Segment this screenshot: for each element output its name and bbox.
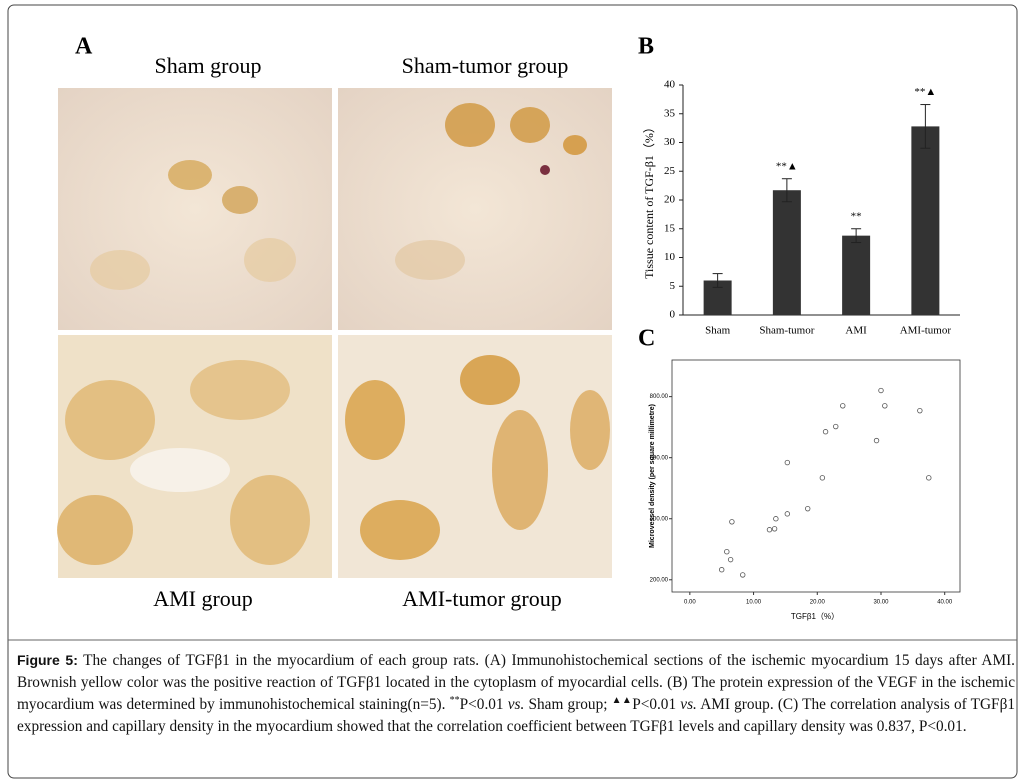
x-tick-label: 20.00 (810, 600, 826, 606)
y-tick-label: 25 (664, 165, 676, 177)
micrograph (57, 335, 332, 578)
caption-text: vs. (680, 696, 697, 713)
annotation: ** (851, 210, 862, 222)
caption-text: Sham group; (524, 696, 612, 713)
annotation: **▲ (914, 86, 936, 98)
x-tick-label: Sham-tumor (759, 325, 814, 337)
x-tick-label: Sham (705, 325, 731, 337)
x-tick-label: 30.00 (873, 600, 889, 606)
micrograph (338, 88, 612, 330)
point (784, 459, 791, 466)
point (771, 526, 778, 532)
point (766, 527, 773, 533)
point (926, 475, 932, 481)
y-tick-label: 400.00 (650, 516, 669, 522)
y-tick-label: 35 (664, 107, 676, 119)
point (878, 387, 884, 394)
image-title: Sham group (155, 53, 262, 78)
y-tick-label: 15 (664, 222, 676, 234)
image-title: AMI group (153, 586, 253, 611)
point (784, 511, 791, 517)
y-tick-label: 30 (664, 136, 676, 148)
caption-text: P<0.01 (632, 696, 681, 713)
x-axis-label: TGFβ1（%） (791, 612, 839, 621)
caption-text: ** (449, 694, 460, 706)
caption: Figure 5: The changes of TGFβ1 in the my… (17, 649, 1015, 738)
y-tick-label: 0 (670, 309, 676, 321)
y-axis-label: Tissue content of TGF-β1（%） (642, 121, 656, 279)
y-tick-label: 200.00 (650, 577, 669, 583)
micrograph (338, 335, 612, 578)
point (724, 549, 730, 555)
point (773, 516, 779, 522)
x-tick-label: 0.00 (684, 600, 696, 606)
plot-frame (671, 359, 961, 593)
point (805, 505, 811, 512)
caption-text: vs. (507, 696, 525, 713)
y-tick-label: 5 (670, 280, 676, 292)
caption-text: The changes of TGFβ1 in the myocardium o… (17, 652, 1015, 713)
point (917, 407, 923, 414)
bar (772, 190, 801, 315)
x-tick-label: 10.00 (746, 600, 762, 606)
point (822, 429, 829, 435)
image-title: Sham-tumor group (402, 53, 569, 78)
image-title: AMI-tumor group (402, 586, 561, 611)
point (740, 572, 746, 578)
y-tick-label: 40 (664, 79, 676, 91)
point (727, 556, 734, 563)
annotation: **▲ (776, 160, 798, 172)
caption-text: ▲▲ (611, 694, 633, 706)
point (833, 423, 839, 430)
panel-letter: A (75, 34, 93, 60)
point (840, 403, 846, 409)
x-tick-label: 40.00 (937, 600, 953, 606)
bar (911, 126, 940, 316)
point (718, 567, 725, 573)
y-axis-label: Microvessel density (per square millimet… (649, 404, 656, 548)
x-tick-label: AMI-tumor (900, 325, 952, 337)
point (819, 475, 826, 481)
caption-label: Figure 5: (17, 652, 78, 668)
y-tick-label: 600.00 (650, 455, 669, 461)
panel-letter: C (638, 326, 655, 352)
panel-letter: B (638, 34, 654, 60)
y-tick-label: 20 (664, 194, 676, 206)
y-tick-label: 800.00 (650, 394, 669, 400)
point (729, 519, 735, 525)
point (882, 403, 888, 409)
y-tick-label: 10 (664, 251, 676, 263)
micrograph (58, 88, 332, 330)
bar (842, 235, 871, 315)
caption-text: P<0.01 (459, 696, 508, 713)
point (873, 437, 880, 444)
x-tick-label: AMI (845, 325, 867, 337)
frame (7, 4, 1018, 779)
caption-text: AMI group. (C) The correlation analysis … (17, 696, 1015, 735)
